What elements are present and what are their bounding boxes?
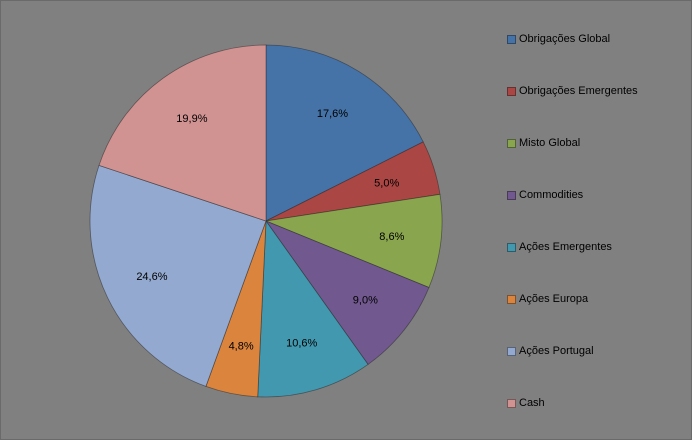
data-label: 9,0% (353, 295, 378, 307)
legend-swatch (507, 346, 516, 356)
legend-label: Obrigações Emergentes (519, 85, 638, 97)
legend-item: Misto Global (507, 135, 580, 151)
legend-label: Misto Global (519, 137, 581, 149)
legend-swatch (507, 138, 516, 148)
legend-label: Ações Europa (519, 293, 589, 305)
legend-swatch (507, 86, 516, 96)
data-label: 10,6% (286, 338, 317, 350)
legend-item: Obrigações Global (507, 31, 610, 47)
pie-slice (257, 219, 369, 398)
legend-swatch (507, 242, 516, 252)
pie-slice (98, 44, 267, 222)
legend-item: Ações Emergentes (507, 239, 612, 255)
legend-swatch (507, 34, 516, 44)
legend-label: Cash (519, 397, 545, 409)
legend-label: Ações Emergentes (519, 241, 612, 253)
pie-slice (265, 44, 424, 222)
legend-item: Commodities (507, 187, 583, 203)
data-label: 19,9% (176, 113, 207, 125)
pie-slice (264, 220, 430, 365)
legend-item: Ações Europa (507, 291, 588, 307)
data-label: 8,6% (379, 231, 404, 243)
pie-slice (264, 193, 443, 289)
pie-slice (89, 164, 267, 387)
legend-item: Cash (507, 395, 545, 411)
legend-item: Ações Portugal (507, 343, 594, 359)
legend-label: Ações Portugal (519, 345, 594, 357)
legend-item: Obrigações Emergentes (507, 83, 638, 99)
data-label: 17,6% (317, 108, 348, 120)
legend-swatch (507, 190, 516, 200)
legend-label: Obrigações Global (519, 33, 611, 45)
legend-swatch (507, 398, 516, 408)
legend-swatch (507, 294, 516, 304)
legend-label: Commodities (519, 189, 584, 201)
data-label: 4,8% (229, 340, 254, 352)
data-label: 24,6% (136, 271, 167, 283)
data-label: 5,0% (374, 177, 399, 189)
